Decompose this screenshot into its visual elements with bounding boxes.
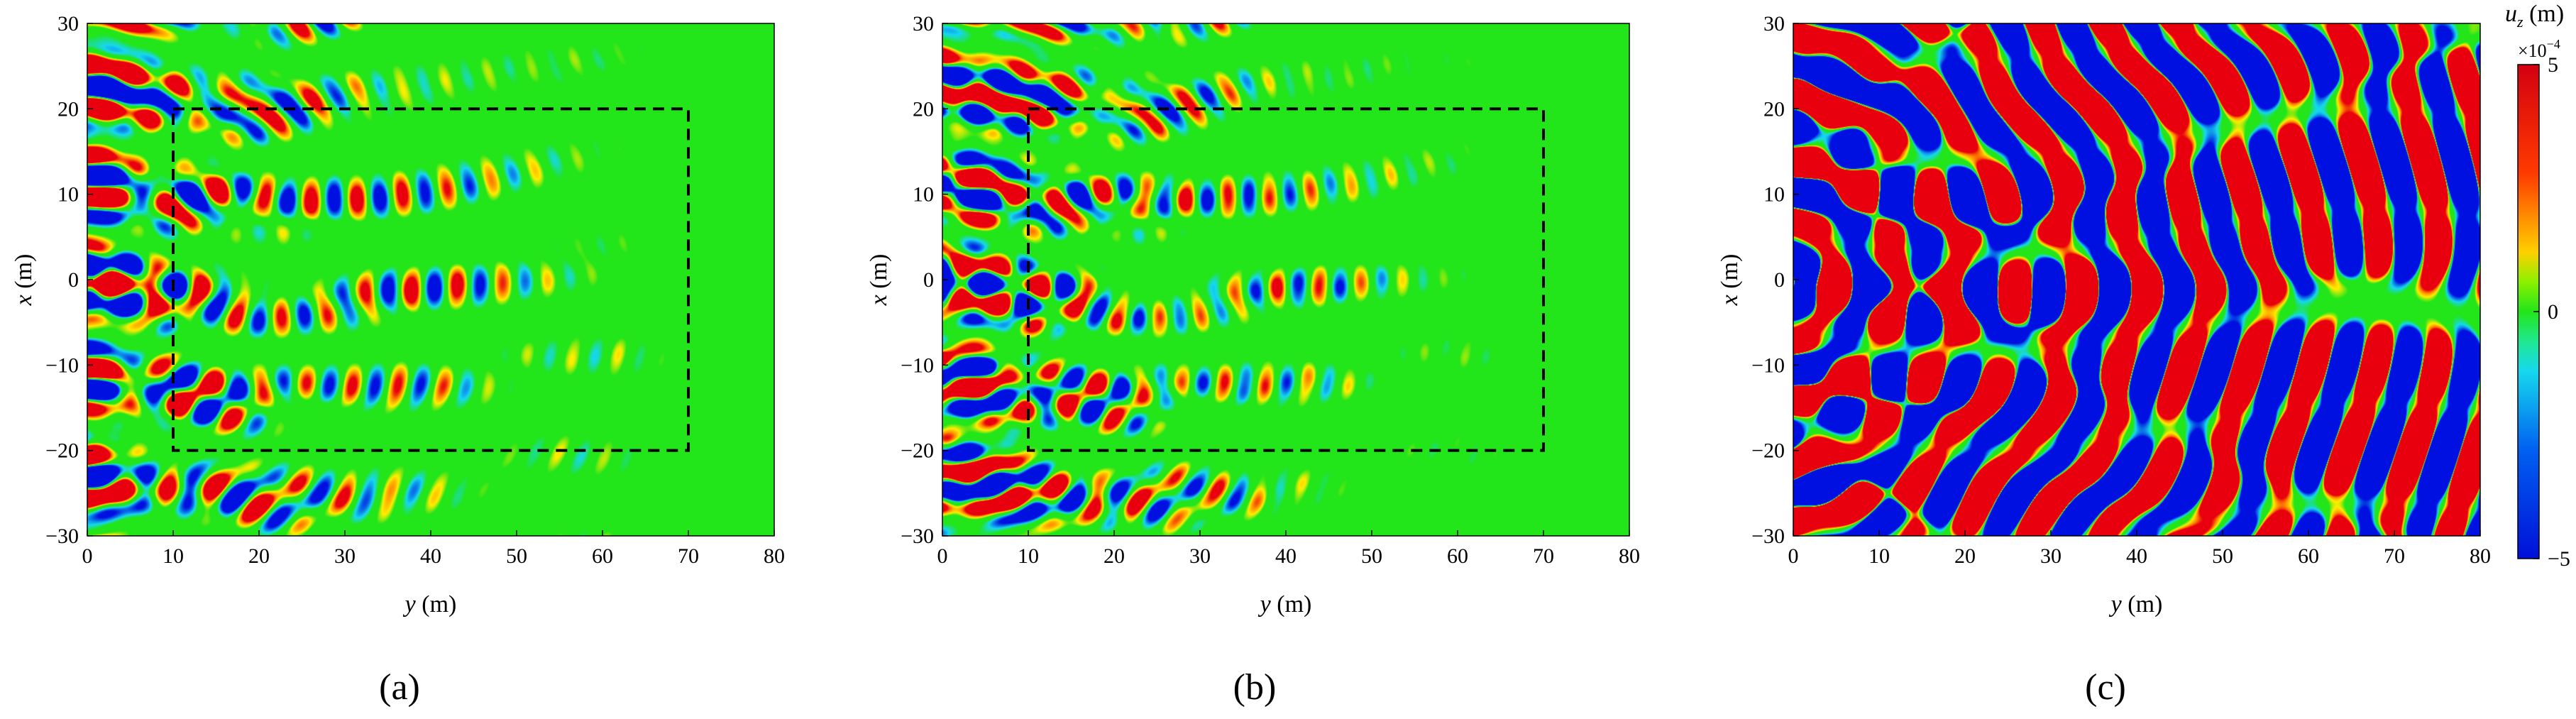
heatmap-field-a [87,23,774,536]
y-tick-label-b: 0 [923,268,934,292]
heatmap-plot-area-c [1793,23,2480,536]
x-tick-label-a: 20 [248,544,270,568]
x-tick-label-c: 60 [2298,544,2319,568]
colorbar-title: uz (m) [2505,1,2564,31]
y-tick-label-b: 20 [913,97,934,121]
x-tick-label-a: 70 [678,544,699,568]
panel-label-c: (c) [2085,667,2126,708]
y-tick-label-b: 10 [913,183,934,207]
y-axis-ticks-a: −30 −20 −10 0 10 20 30 [45,12,93,548]
y-tick-label-a: 10 [57,183,79,207]
x-tick-label-c: 80 [2470,544,2491,568]
x-tick-label-a: 30 [334,544,356,568]
y-tick-label-a: −30 [45,525,79,548]
x-axis-label-c: y (m) [2109,591,2163,618]
x-tick-label-b: 20 [1103,544,1125,568]
x-tick-label-a: 10 [163,544,184,568]
x-tick-label-b: 70 [1533,544,1554,568]
x-axis-label-a: y (m) [403,591,457,618]
x-tick-label-a: 60 [592,544,613,568]
y-tick-label-c: −20 [1751,439,1785,463]
y-tick-label-c: −30 [1751,525,1785,548]
x-tick-label-c: 20 [1954,544,1976,568]
y-axis-ticks-b: −30 −20 −10 0 10 20 30 [901,12,948,548]
y-tick-label-a: −10 [45,353,79,377]
y-tick-label-b: −30 [901,525,934,548]
x-axis-ticks-b: 0 10 20 30 40 50 60 70 80 [937,530,1640,568]
colorbar-tick-label: 5 [2548,53,2558,77]
y-tick-label-b: −10 [901,353,934,377]
colorbar-tick-label: −5 [2548,547,2570,571]
x-tick-label-b: 0 [937,544,948,568]
x-tick-label-c: 40 [2126,544,2147,568]
x-tick-label-b: 80 [1619,544,1640,568]
x-tick-label-c: 10 [1868,544,1890,568]
x-tick-label-b: 50 [1361,544,1382,568]
x-tick-label-c: 50 [2212,544,2233,568]
dashed-region-a [172,107,690,452]
y-tick-label-c: 30 [1763,12,1785,35]
y-axis-label-a: x (m) [11,254,37,307]
heatmap-panel-c: 0 10 20 30 40 50 60 70 80 −30 −20 −10 0 10 20 30 y (m)… [1717,12,2491,708]
y-axis-label-b: x (m) [866,254,892,307]
heatmap-panel-b: 0 10 20 30 40 50 60 70 80 −30 −20 −10 0 10 20 30 y (m)… [866,12,1640,708]
colorbar: uz (m) ×10−4 5 0 −5 [2505,1,2570,571]
y-tick-label-a: 30 [57,12,79,35]
x-tick-label-b: 60 [1447,544,1468,568]
y-tick-label-c: 20 [1763,97,1785,121]
x-tick-label-c: 0 [1788,544,1799,568]
y-tick-label-b: −20 [901,439,934,463]
x-tick-label-c: 30 [2040,544,2062,568]
x-tick-label-a: 50 [506,544,527,568]
x-tick-label-c: 70 [2384,544,2405,568]
x-tick-label-a: 40 [420,544,441,568]
x-tick-label-a: 80 [764,544,785,568]
y-tick-label-a: 0 [68,268,79,292]
colorbar-ticks: 5 0 −5 [2533,53,2570,571]
x-tick-label-b: 40 [1275,544,1297,568]
heatmap-panel-a: 0 10 20 30 40 50 60 70 80 −30 −20 −10 0 10 20 30 y (m)… [11,12,785,708]
x-axis-ticks-a: 0 10 20 30 40 50 60 70 80 [82,530,785,568]
y-axis-label-c: x (m) [1717,254,1743,307]
colorbar-tick-label: 0 [2548,300,2558,324]
x-axis-ticks-c: 0 10 20 30 40 50 60 70 80 [1788,530,2491,568]
x-axis-label-b: y (m) [1258,591,1312,618]
y-tick-label-c: −10 [1751,353,1785,377]
x-tick-label-b: 10 [1018,544,1039,568]
panel-label-b: (b) [1233,667,1277,708]
heatmap-plot-area-a [87,23,774,536]
x-tick-label-a: 0 [82,544,93,568]
heatmap-field-c [1793,23,2480,536]
y-tick-label-c: 10 [1763,183,1785,207]
y-tick-label-b: 30 [913,12,934,35]
heatmap-plot-area-b [942,23,1629,536]
y-axis-ticks-c: −30 −20 −10 0 10 20 30 [1751,12,1799,548]
dashed-region-b [1027,107,1545,452]
y-tick-label-a: 20 [57,97,79,121]
heatmap-field-b [942,23,1629,536]
panel-label-a: (a) [379,667,420,708]
y-tick-label-c: 0 [1774,268,1785,292]
x-tick-label-b: 30 [1189,544,1211,568]
y-tick-label-a: −20 [45,439,79,463]
colorbar-exponent: ×10−4 [2518,37,2560,61]
